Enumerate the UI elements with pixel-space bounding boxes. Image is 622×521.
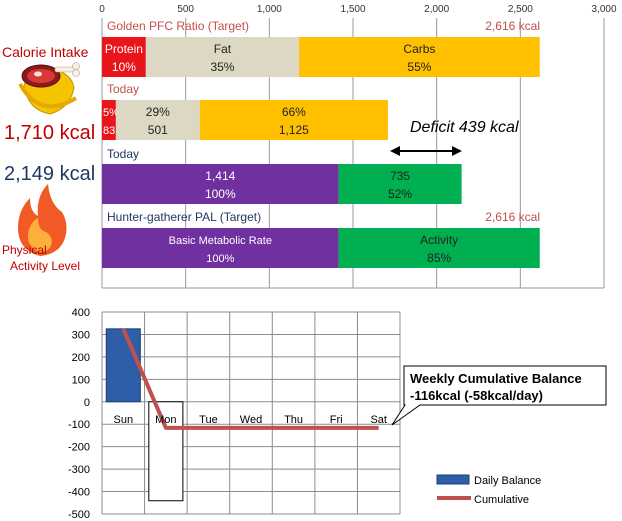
- top-row: Today 5% 83 29% 501 66% 1,125: [102, 82, 388, 140]
- weekly-legend: Daily Balance Cumulative: [436, 474, 541, 506]
- segment-label: 66%: [282, 105, 306, 119]
- segment-value: 55%: [407, 60, 431, 74]
- segment-label: Activity: [420, 233, 458, 247]
- weekly-x-tick-label: Tue: [199, 414, 218, 426]
- bmr-segment: [102, 228, 339, 268]
- segment-label: Carbs: [403, 42, 435, 56]
- segment-value: 10%: [112, 60, 136, 74]
- top-tick-label: 2,500: [508, 4, 533, 15]
- calorie-intake-label: Calorie Intake: [2, 44, 89, 60]
- row-title: Golden PFC Ratio (Target): [107, 19, 249, 33]
- daily-balance-bar: [148, 401, 184, 502]
- deficit-annotation-group: Deficit 439 kcal: [390, 119, 519, 156]
- segment-value: 100%: [206, 253, 234, 265]
- row-total-label: 2,616 kcal: [485, 19, 540, 33]
- row-title: Hunter-gatherer PAL (Target): [107, 210, 261, 224]
- carbs-segment: [199, 100, 388, 140]
- fat-segment: [115, 100, 200, 140]
- weekly-y-tick-label: -200: [68, 442, 90, 454]
- weekly-y-tick-label: 100: [72, 374, 90, 386]
- activity-segment: [338, 164, 462, 204]
- weekly-x-tick-label: Fri: [330, 414, 343, 426]
- segment-label: 5%: [103, 107, 119, 119]
- protein-segment: [102, 37, 146, 77]
- weekly-x-tick-label: Sun: [113, 414, 133, 426]
- carbs-segment: [299, 37, 540, 77]
- weekly-y-tick-label: 300: [72, 329, 90, 341]
- top-tick-label: 500: [177, 4, 194, 15]
- top-chart-rows: Golden PFC Ratio (Target) 2,616 kcal Prote…: [102, 19, 540, 268]
- segment-label: Protein: [105, 42, 143, 56]
- callout-line1: Weekly Cumulative Balance: [410, 371, 582, 386]
- weekly-axis-labels: Sun Mon Tue Wed Thu Fri Sat: [113, 414, 386, 426]
- segment-value: 1,125: [279, 123, 309, 137]
- deficit-annotation: Deficit 439 kcal: [410, 119, 519, 136]
- segment-value: 52%: [388, 187, 412, 201]
- row-title: Today: [107, 82, 139, 96]
- weekly-x-tick-label: Mon: [155, 414, 176, 426]
- segment-value: 100%: [205, 187, 236, 201]
- activity-segment: [338, 228, 540, 268]
- top-row: Golden PFC Ratio (Target) 2,616 kcal Prote…: [102, 19, 540, 77]
- pal-label-line2: Activity Level: [10, 259, 80, 273]
- expenditure-value: 2,149 kcal: [4, 163, 95, 185]
- meat-and-banana-icon: [18, 62, 80, 115]
- fat-segment: [145, 37, 300, 77]
- segment-value: 83: [103, 125, 115, 137]
- deficit-arrow-left-head: [390, 146, 400, 156]
- cumulative-line-group: [121, 328, 379, 430]
- daily-balance-bars: [105, 328, 184, 502]
- protein-segment: [102, 100, 116, 140]
- weekly-x-tick-label: Wed: [240, 414, 262, 426]
- left-panel: Calorie Intake 1,710 kcal 2,149 kcal Phy…: [2, 44, 95, 273]
- segment-label: Fat: [214, 42, 232, 56]
- intake-value: 1,710 kcal: [4, 122, 95, 144]
- bmr-segment: [102, 164, 339, 204]
- flame-icon: [18, 184, 67, 256]
- weekly-y-tick-label: 200: [72, 352, 90, 364]
- deficit-arrow-right-head: [452, 146, 462, 156]
- legend-daily-swatch: [436, 474, 470, 485]
- weekly-x-tick-label: Sat: [370, 414, 387, 426]
- segment-value: 35%: [210, 60, 234, 74]
- weekly-y-tick-label: -300: [68, 464, 90, 476]
- top-tick-label: 2,000: [424, 4, 449, 15]
- segment-label: 735: [390, 169, 410, 183]
- weekly-y-tick-label: 400: [72, 307, 90, 319]
- pal-label-line1: Physical: [2, 243, 47, 257]
- top-row: Today 1,414 100% 735 52%: [102, 147, 462, 204]
- top-tick-label: 1,000: [257, 4, 282, 15]
- cumulative-callout: Weekly Cumulative Balance -116kcal (-58kc…: [391, 365, 607, 426]
- weekly-y-tick-label: -400: [68, 487, 90, 499]
- segment-value: 501: [148, 123, 168, 137]
- legend-cumulative-label: Cumulative: [474, 494, 529, 506]
- top-row: Hunter-gatherer PAL (Target) 2,616 kcal Ba…: [102, 210, 540, 268]
- weekly-y-tick-label: 0: [84, 397, 90, 409]
- callout-box: [391, 365, 607, 426]
- row-total-label: 2,616 kcal: [485, 210, 540, 224]
- daily-balance-bar: [105, 328, 141, 403]
- weekly-balance-chart: 400 300 200 100 0 -100 -200 -300 -400 -500 Sun Mon…: [68, 307, 607, 521]
- top-tick-label: 0: [99, 4, 105, 15]
- segment-value: 85%: [427, 251, 451, 265]
- weekly-y-tick-label: -100: [68, 419, 90, 431]
- legend-daily-label: Daily Balance: [474, 475, 541, 487]
- weekly-y-tick-label: -500: [68, 509, 90, 521]
- energy-balance-chart: 0 500 1,000 1,500 2,000 2,500 3,000 Golden PFC…: [99, 4, 617, 289]
- weekly-x-tick-label: Thu: [284, 414, 303, 426]
- row-title: Today: [107, 147, 139, 161]
- top-tick-label: 1,500: [340, 4, 365, 15]
- callout-line2: -116kcal (-58kcal/day): [410, 388, 543, 403]
- segment-label: 1,414: [205, 169, 235, 183]
- segment-label: Basic Metabolic Rate: [169, 235, 272, 247]
- segment-label: 29%: [146, 105, 170, 119]
- cumulative-line: [121, 328, 379, 430]
- top-tick-label: 3,000: [591, 4, 616, 15]
